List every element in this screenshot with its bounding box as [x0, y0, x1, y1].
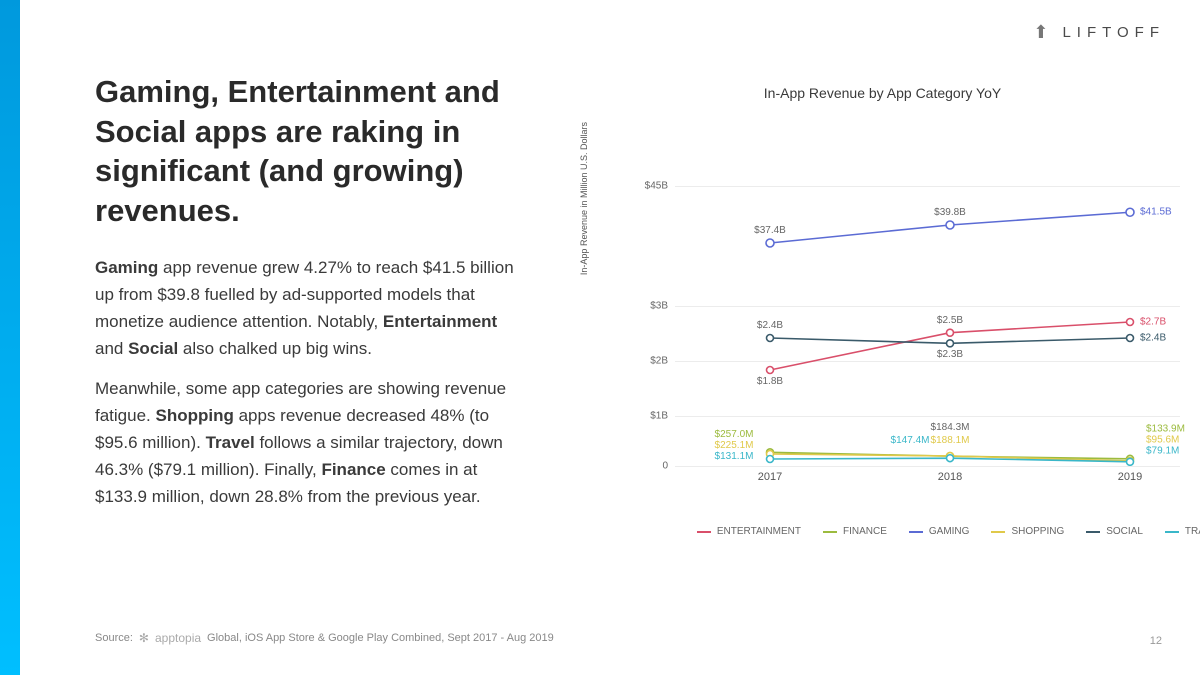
source-label: Source:: [95, 632, 133, 644]
source-line: Source: ✻ apptopia Global, iOS App Store…: [95, 631, 554, 645]
point-label: $188.1M: [931, 435, 970, 446]
apptopia-logo: ✻: [139, 631, 149, 645]
body-text-span: and: [95, 339, 128, 358]
body-text-span: also chalked up big wins.: [178, 339, 372, 358]
legend-item: GAMING: [909, 526, 970, 537]
point-label: $41.5B: [1140, 207, 1172, 218]
legend-item: TRAVEL: [1165, 526, 1200, 537]
bold-gaming: Gaming: [95, 258, 158, 277]
legend-label: ENTERTAINMENT: [717, 526, 801, 537]
bold-finance: Finance: [321, 460, 385, 479]
point-label: $2.7B: [1140, 317, 1166, 328]
page-number: 12: [1150, 635, 1162, 647]
legend-label: SHOPPING: [1011, 526, 1064, 537]
y-axis-label: In-App Revenue in Million U.S. Dollars: [579, 122, 589, 275]
gridline: [675, 466, 1180, 467]
chart-legend: ENTERTAINMENT FINANCE GAMING SHOPPING SOCIAL…: [680, 526, 1200, 537]
point-label: $133.9M: [1146, 424, 1185, 435]
legend-item: SHOPPING: [991, 526, 1064, 537]
chart-title: In-App Revenue by App Category YoY: [580, 85, 1185, 101]
point-label: $1.8B: [757, 376, 783, 387]
rocket-icon: ⬆: [1033, 22, 1054, 43]
point-label: $147.4M: [891, 435, 930, 446]
x-tick: 2017: [758, 471, 782, 483]
bold-travel: Travel: [206, 433, 255, 452]
legend-label: SOCIAL: [1106, 526, 1143, 537]
bold-social: Social: [128, 339, 178, 358]
source-brand: apptopia: [155, 631, 201, 645]
legend-item: FINANCE: [823, 526, 887, 537]
legend-item: SOCIAL: [1086, 526, 1143, 537]
source-text: Global, iOS App Store & Google Play Comb…: [207, 632, 554, 644]
body-copy: Gaming app revenue grew 4.27% to reach $…: [95, 255, 525, 525]
accent-bar: [0, 0, 20, 675]
point-label: $184.3M: [931, 422, 970, 433]
legend-label: TRAVEL: [1185, 526, 1200, 537]
point-label: $95.6M: [1146, 435, 1179, 446]
point-label: $2.3B: [937, 349, 963, 360]
x-tick: 2019: [1118, 471, 1142, 483]
point-label: $257.0M: [715, 429, 754, 440]
legend-label: FINANCE: [843, 526, 887, 537]
point-label: $37.4B: [754, 225, 786, 236]
brand-logo: ⬆ LIFTOFF: [1033, 22, 1165, 43]
point-label: $225.1M: [715, 440, 754, 451]
point-label: $131.1M: [715, 451, 754, 462]
point-label: $39.8B: [934, 207, 966, 218]
legend-swatch: [1165, 531, 1179, 533]
x-tick: 2018: [938, 471, 962, 483]
chart-lines: [620, 156, 1180, 466]
point-label: $2.4B: [757, 320, 783, 331]
point-label: $79.1M: [1146, 446, 1179, 457]
legend-swatch: [991, 531, 1005, 533]
chart-container: In-App Revenue by App Category YoY In-Ap…: [580, 85, 1185, 585]
legend-label: GAMING: [929, 526, 970, 537]
chart-plot: In-App Revenue in Million U.S. Dollars $…: [620, 156, 1180, 476]
legend-swatch: [909, 531, 923, 533]
point-label: $2.5B: [937, 315, 963, 326]
point-label: $2.4B: [1140, 333, 1166, 344]
legend-swatch: [697, 531, 711, 533]
legend-item: ENTERTAINMENT: [697, 526, 801, 537]
brand-name: LIFTOFF: [1062, 24, 1165, 41]
bold-shopping: Shopping: [156, 406, 234, 425]
bold-entertainment: Entertainment: [383, 312, 497, 331]
legend-swatch: [823, 531, 837, 533]
legend-swatch: [1086, 531, 1100, 533]
page-title: Gaming, Entertainment and Social apps ar…: [95, 72, 545, 231]
